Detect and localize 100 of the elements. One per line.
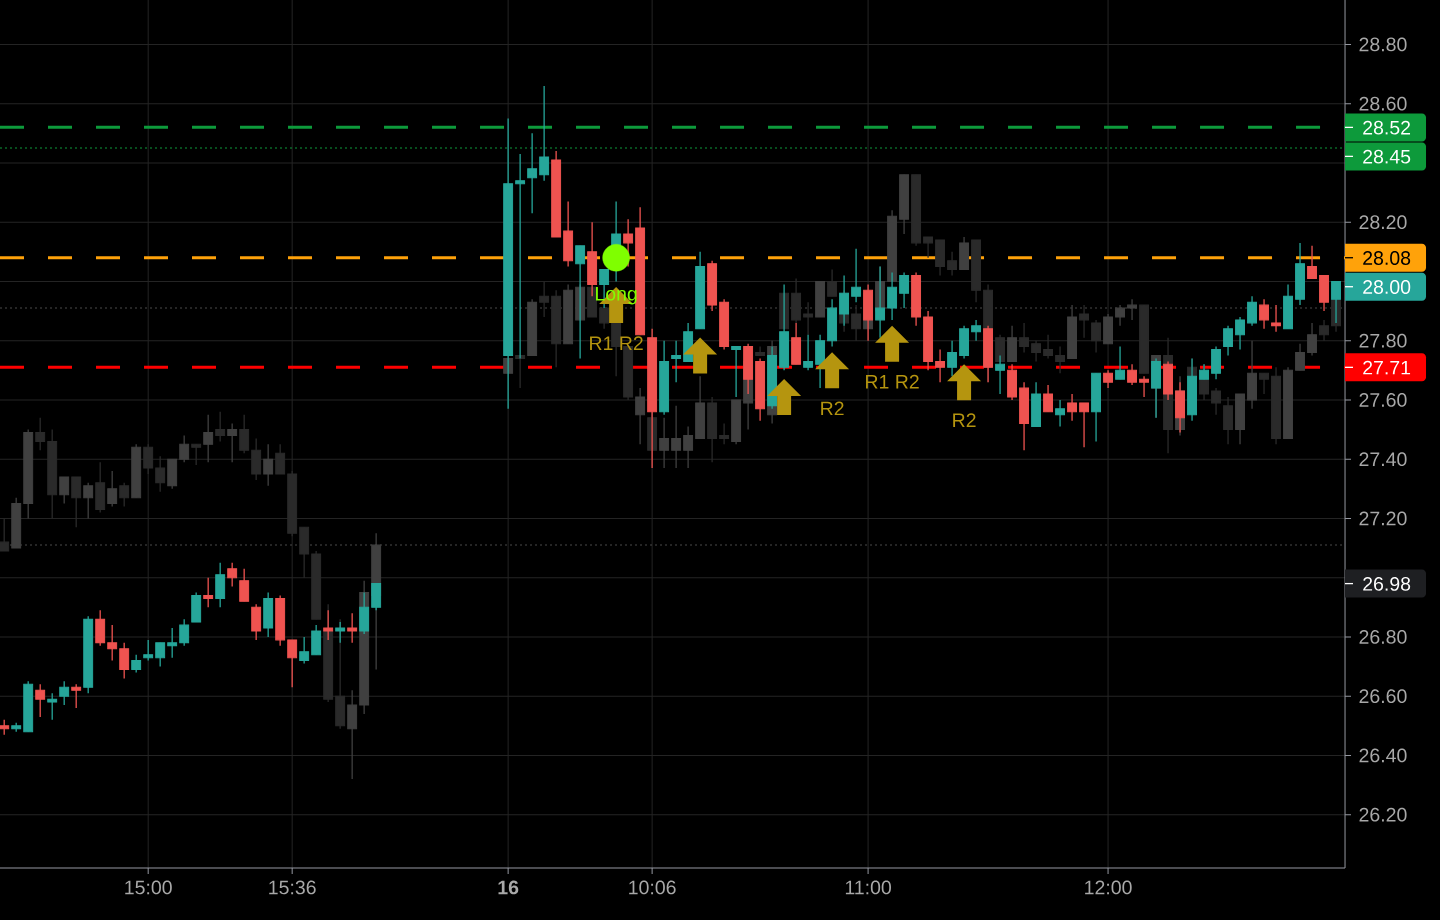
candlestick <box>671 340 682 383</box>
candlestick <box>731 345 742 398</box>
candlestick <box>1319 319 1329 342</box>
candlestick <box>827 268 838 297</box>
candlestick <box>215 411 226 443</box>
candlestick <box>203 414 214 463</box>
candlestick <box>59 476 70 505</box>
candlestick <box>1307 322 1317 357</box>
candlestick <box>287 639 298 688</box>
candlestick <box>947 340 958 377</box>
y-tick-label: 27.20 <box>1359 511 1407 526</box>
y-tick-label: 26.20 <box>1359 807 1407 822</box>
candlestick <box>803 334 814 371</box>
candlestick <box>1247 295 1257 327</box>
text: 26.98 <box>1363 576 1411 591</box>
y-tick-label: 26.60 <box>1359 689 1407 704</box>
candlestick <box>335 621 346 644</box>
candlestick <box>215 562 226 608</box>
candlestick <box>1031 340 1042 363</box>
candlestick <box>971 319 982 342</box>
candlestick <box>1295 342 1305 371</box>
x-tick-label: 15:00 <box>125 880 172 895</box>
x-tick-label: 11:00 <box>845 880 891 895</box>
candlestick <box>1055 345 1066 374</box>
candlestick <box>83 482 94 520</box>
candlestick <box>119 482 130 508</box>
candlestick <box>35 417 46 451</box>
candlestick <box>779 283 790 371</box>
candlestick <box>1223 396 1233 446</box>
candlestick <box>539 280 550 318</box>
ref-line-label: 28.08 <box>1363 251 1411 265</box>
point <box>602 244 630 272</box>
point <box>947 364 982 401</box>
candlestick <box>107 470 118 508</box>
candlestick <box>1223 325 1233 357</box>
candlestick <box>227 422 238 463</box>
series-label: R2 <box>821 401 844 416</box>
y-tick-label: 28.60 <box>1359 96 1407 111</box>
candlestick <box>1259 372 1269 395</box>
candlestick <box>299 636 310 665</box>
y-tick-label: 27.80 <box>1359 333 1407 348</box>
candlestick <box>71 683 82 709</box>
candlestick <box>119 642 130 680</box>
candlestick <box>95 609 106 647</box>
candlestick <box>347 689 358 780</box>
candlestick <box>1211 345 1221 380</box>
text: 28.00 <box>1363 280 1411 294</box>
candlestick <box>179 434 190 463</box>
candlestick <box>227 562 238 588</box>
candlestick <box>1043 334 1054 360</box>
ref-line-label: 28.52 <box>1363 120 1411 135</box>
text: R2 <box>953 413 976 427</box>
candlestick <box>143 639 154 662</box>
candlestick <box>1271 304 1281 333</box>
candlestick <box>719 422 730 446</box>
candlestick <box>1307 245 1317 280</box>
candlestick <box>1259 298 1269 330</box>
series-label: R1 R2 <box>590 336 643 350</box>
candlestick <box>1019 322 1030 354</box>
candlestick <box>155 455 166 493</box>
candlestick <box>347 612 358 644</box>
candlestick <box>239 414 250 454</box>
candlestick <box>203 577 214 608</box>
candlestick <box>899 271 910 309</box>
candlestick <box>1055 399 1066 428</box>
candlestick <box>251 603 262 641</box>
candlestick <box>1079 304 1089 339</box>
candlestick <box>323 603 334 703</box>
candlestick <box>1235 316 1245 351</box>
candlestick <box>539 85 550 182</box>
candlestick <box>1079 402 1089 448</box>
candlestick <box>311 624 322 656</box>
point <box>875 325 910 362</box>
candlestick <box>1139 375 1149 398</box>
candlestick <box>1127 363 1137 386</box>
candlestick <box>251 437 262 481</box>
y-tick-label: 28.20 <box>1359 215 1407 230</box>
candlestick <box>191 443 202 466</box>
y-tick-label: 27.40 <box>1359 452 1407 467</box>
candlestick <box>59 680 70 706</box>
candlestick <box>71 476 82 528</box>
x-tick-label: 10:06 <box>629 880 676 895</box>
x-tick-label: 15:36 <box>269 880 316 895</box>
y-tick-label: 27.60 <box>1359 393 1407 407</box>
candlestick <box>335 618 346 730</box>
candlestick <box>683 425 694 469</box>
candlestick <box>947 251 958 277</box>
candlestick <box>1043 384 1054 413</box>
candlestick <box>1115 345 1125 380</box>
candlestick <box>47 692 58 721</box>
candlestick <box>1091 319 1101 354</box>
x-tick-label: 16 <box>498 880 519 895</box>
candlestick <box>167 627 178 659</box>
point <box>815 352 850 389</box>
candlestick <box>1211 387 1221 416</box>
y-tick-label: 26.40 <box>1359 748 1407 763</box>
point <box>767 378 802 415</box>
candlestick <box>263 443 274 487</box>
ref-line-label: 28.45 <box>1363 149 1411 164</box>
candlestick <box>671 405 682 469</box>
